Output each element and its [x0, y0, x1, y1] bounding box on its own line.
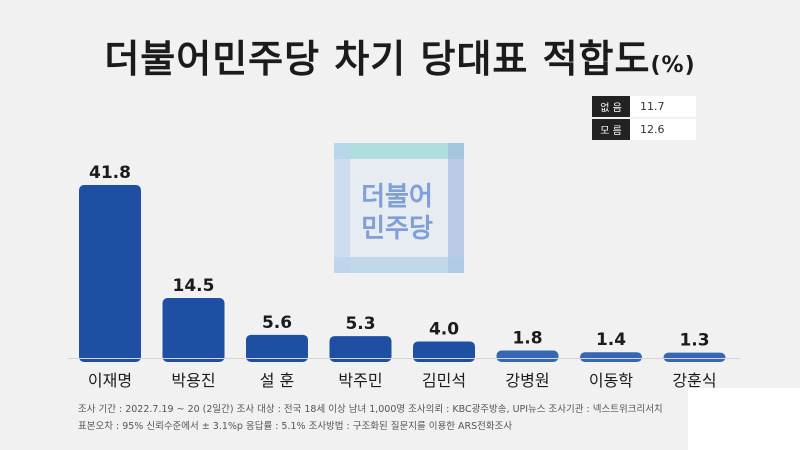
category-label-3: 박주민: [338, 371, 382, 390]
bar-0: [79, 185, 141, 362]
page-title: 더불어민주당 차기 당대표 적합도(%): [0, 28, 800, 83]
watermark-line2: 민주당: [361, 214, 433, 244]
value-label-3: 5.3: [345, 314, 375, 334]
watermark-line1: 더불어: [361, 182, 433, 212]
blank-corner: [688, 388, 800, 450]
value-label-6: 1.4: [596, 330, 626, 350]
title-main: 더불어민주당 차기 당대표 적합도: [104, 37, 651, 81]
value-label-7: 1.3: [679, 331, 709, 351]
bar-2: [246, 334, 308, 362]
category-label-2: 설 훈: [260, 371, 295, 390]
category-label-1: 박용진: [171, 371, 215, 390]
bar-3: [329, 336, 392, 362]
bar-4: [413, 341, 475, 362]
bar-7: [663, 352, 726, 362]
bar-5: [496, 350, 559, 362]
value-label-5: 1.8: [512, 329, 542, 349]
side-stat-unknown: 모 름 12.6: [592, 119, 696, 140]
title-unit: (%): [650, 53, 696, 78]
chart-baseline: [68, 358, 740, 359]
side-stat-value: 12.6: [640, 123, 665, 136]
value-label-4: 4.0: [429, 319, 459, 339]
side-stat-none: 없 음 11.7: [592, 96, 696, 117]
bar-1: [162, 297, 225, 362]
category-label-7: 강훈식: [672, 371, 716, 390]
bar-6: [580, 352, 642, 362]
side-stat-label: 없 음: [592, 96, 630, 117]
footnote-line2: 표본오차 : 95% 신뢰수준에서 ± 3.1%p 응답률 : 5.1% 조사방…: [78, 421, 513, 432]
category-label-0: 이재명: [88, 371, 132, 390]
footnote-line1: 조사 기간 : 2022.7.19 ~ 20 (2일간) 조사 대상 : 전국 …: [78, 404, 663, 415]
value-label-2: 5.6: [262, 313, 292, 333]
category-label-5: 강병원: [505, 371, 549, 390]
side-stat-value: 11.7: [640, 100, 665, 113]
side-stat-label: 모 름: [592, 119, 630, 140]
category-label-4: 김민석: [422, 371, 466, 390]
value-label-1: 14.5: [173, 276, 215, 296]
value-label-0: 41.8: [89, 163, 131, 183]
party-logo-watermark: 더불어 민주당: [334, 143, 464, 273]
survey-footnote: 조사 기간 : 2022.7.19 ~ 20 (2일간) 조사 대상 : 전국 …: [78, 401, 758, 435]
category-label-6: 이동학: [589, 371, 633, 390]
